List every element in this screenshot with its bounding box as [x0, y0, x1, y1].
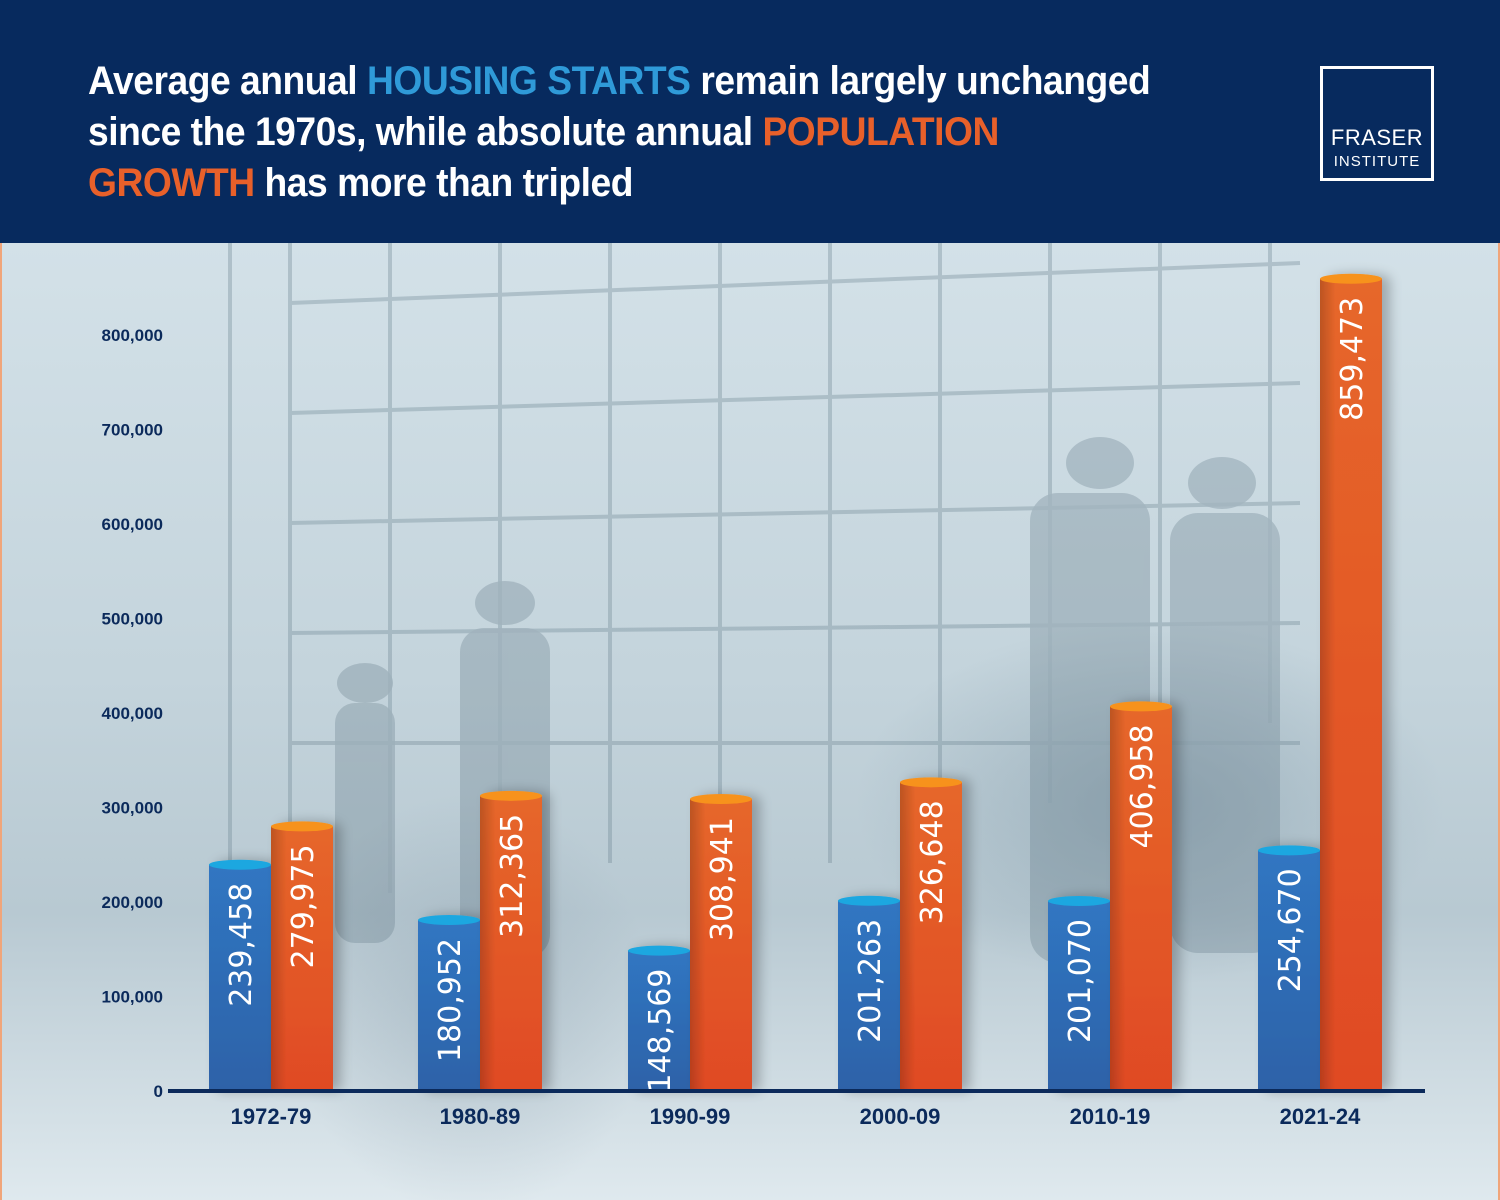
- bar-housing-starts: [1258, 845, 1320, 1091]
- logo-line-1: FRASER: [1330, 125, 1424, 150]
- data-label-population-growth: 326,648: [915, 800, 950, 924]
- fraser-institute-logo: FRASER INSTITUTE: [1320, 66, 1434, 181]
- logo-line-2: INSTITUTE: [1333, 153, 1421, 170]
- bar-housing-starts: [628, 945, 690, 1091]
- bar-cap-population-growth: [690, 794, 752, 805]
- x-tick-label: 1990-99: [650, 1104, 731, 1129]
- y-tick-label: 0: [154, 1082, 163, 1101]
- bar-cap-housing-starts: [1258, 845, 1320, 856]
- bar-body-housing-starts: [418, 920, 480, 1091]
- bar-population-growth: [480, 790, 542, 1091]
- bar-population-growth: [900, 777, 962, 1091]
- bar-group-2021-24: 254,670 859,473: [1258, 273, 1382, 1092]
- bar-cap-population-growth: [271, 821, 333, 832]
- data-label-population-growth: 279,975: [286, 844, 321, 968]
- y-tick-label: 500,000: [102, 610, 163, 629]
- data-label-population-growth: 859,473: [1335, 297, 1370, 421]
- bar-group-1980-89: 180,952 312,365: [418, 790, 542, 1091]
- y-tick-label: 300,000: [102, 799, 163, 818]
- title-text: remain largely unchanged since the 1970s…: [88, 59, 1151, 154]
- data-label-population-growth: 406,958: [1125, 724, 1160, 848]
- data-label-housing-starts: 201,263: [853, 919, 888, 1043]
- bar-body-housing-starts: [209, 864, 271, 1091]
- title-highlight-housing-starts: HOUSING STARTS: [367, 59, 691, 103]
- title-highlight-population-growth: POPULATION GROWTH: [88, 110, 999, 205]
- bar-population-growth: [1110, 701, 1172, 1091]
- bar-shading: [1110, 706, 1172, 1091]
- data-label-population-growth: 312,365: [495, 814, 530, 938]
- right-border-accent: [1498, 243, 1500, 1200]
- bar-cap-population-growth: [1320, 273, 1382, 284]
- data-label-housing-starts: 180,952: [433, 938, 468, 1062]
- bar-body-housing-starts: [628, 950, 690, 1091]
- bar-body-housing-starts: [1258, 850, 1320, 1091]
- y-tick-label: 200,000: [102, 893, 163, 912]
- bar-housing-starts: [838, 895, 900, 1091]
- bar-cap-population-growth: [480, 790, 542, 801]
- bar-shading: [900, 782, 962, 1091]
- y-tick-label: 100,000: [102, 988, 163, 1007]
- y-axis: 0 100,000 200,000 300,000 400,000 500,000 600,…: [102, 326, 163, 1101]
- bar-population-growth: [1320, 273, 1382, 1092]
- bar-group-2000-09: 201,263 326,648: [838, 777, 962, 1091]
- header-banner: Average annual HOUSING STARTS remain lar…: [0, 0, 1500, 243]
- x-tick-label: 1972-79: [231, 1104, 312, 1129]
- data-label-housing-starts: 254,670: [1273, 868, 1308, 992]
- bar-population-growth: [690, 794, 752, 1091]
- bar-cap-housing-starts: [838, 895, 900, 906]
- left-border-accent: [0, 243, 2, 1200]
- bar-shading: [1320, 278, 1382, 1092]
- bar-body-housing-starts: [1048, 900, 1110, 1091]
- y-tick-label: 700,000: [102, 421, 163, 440]
- bar-shading: [271, 826, 333, 1091]
- title-text: has more than tripled: [254, 161, 634, 205]
- y-tick-label: 600,000: [102, 515, 163, 534]
- bar-cap-population-growth: [900, 777, 962, 788]
- bar-housing-starts: [209, 859, 271, 1091]
- bar-group-1972-79: 239,458 279,975: [209, 821, 333, 1091]
- bar-population-growth: [271, 821, 333, 1091]
- chart-title: Average annual HOUSING STARTS remain lar…: [88, 56, 1158, 209]
- data-label-housing-starts: 148,569: [643, 969, 678, 1093]
- bar-cap-population-growth: [1110, 701, 1172, 712]
- title-text: Average annual: [88, 59, 368, 103]
- bar-group-2010-19: 201,070 406,958: [1048, 701, 1172, 1091]
- bar-group-1990-99: 148,569 308,941: [628, 794, 752, 1093]
- y-tick-label: 400,000: [102, 704, 163, 723]
- x-tick-label: 1980-89: [440, 1104, 521, 1129]
- scaffolding-background-graphic: [228, 243, 1301, 963]
- data-label-population-growth: 308,941: [705, 817, 740, 941]
- bar-housing-starts: [418, 915, 480, 1091]
- bar-shading: [480, 795, 542, 1091]
- x-tick-label: 2010-19: [1070, 1104, 1151, 1129]
- x-tick-label: 2000-09: [860, 1104, 941, 1129]
- bar-shading: [690, 799, 752, 1091]
- data-label-housing-starts: 239,458: [224, 883, 259, 1007]
- data-label-housing-starts: 201,070: [1063, 919, 1098, 1043]
- bar-housing-starts: [1048, 895, 1110, 1091]
- bar-cap-housing-starts: [628, 945, 690, 956]
- y-tick-label: 800,000: [102, 326, 163, 345]
- bar-body-housing-starts: [838, 900, 900, 1091]
- bar-cap-housing-starts: [1048, 895, 1110, 906]
- bar-cap-housing-starts: [418, 915, 480, 926]
- x-tick-label: 2021-24: [1280, 1104, 1362, 1129]
- bar-cap-housing-starts: [209, 859, 271, 870]
- bars-layer: 239,458 279,975 180,952 312,365 148,569 308,9…: [209, 273, 1382, 1093]
- x-axis: 1972-79 1980-89 1990-99 2000-09 2010-19 2021-…: [231, 1104, 1362, 1129]
